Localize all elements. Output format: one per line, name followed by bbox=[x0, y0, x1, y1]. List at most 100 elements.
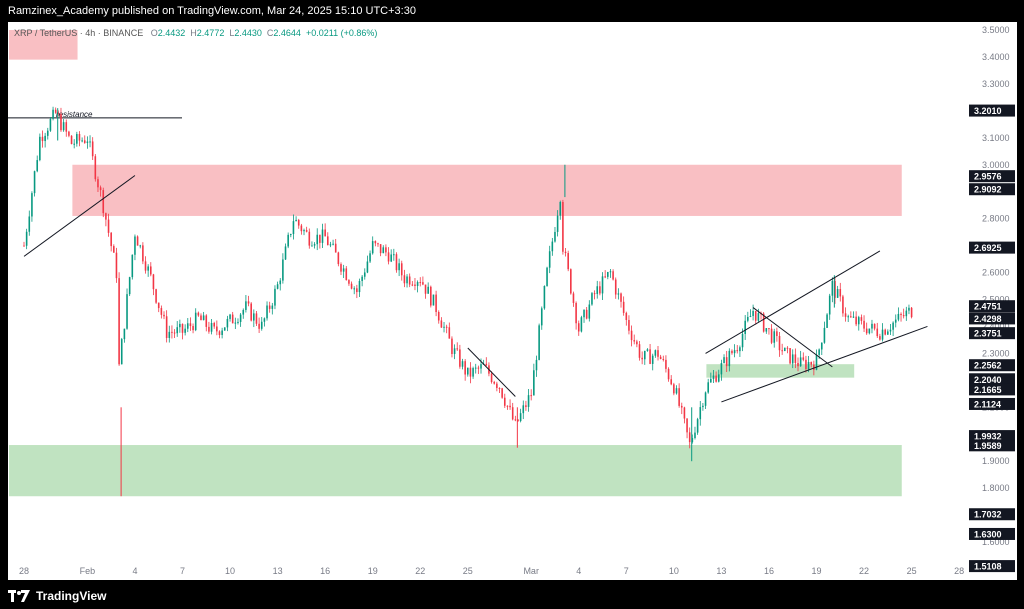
close-label: C bbox=[266, 28, 274, 38]
candle-body bbox=[292, 221, 295, 235]
candle-body bbox=[805, 359, 807, 369]
chart-panel[interactable]: resistance3.50003.40003.30003.20003.1000… bbox=[8, 22, 1017, 580]
candle-body bbox=[617, 293, 620, 295]
candle-body bbox=[221, 330, 223, 335]
candle-body bbox=[305, 230, 308, 232]
candle-body bbox=[120, 339, 123, 365]
candle-body bbox=[126, 294, 128, 329]
candle-body bbox=[403, 275, 406, 284]
candle-body bbox=[430, 286, 432, 306]
x-tick-label: 19 bbox=[811, 566, 821, 576]
candle-body bbox=[815, 354, 818, 370]
candle-body bbox=[186, 323, 189, 329]
candle-body bbox=[673, 384, 675, 394]
price-label-box bbox=[969, 359, 1015, 372]
candle-body bbox=[324, 229, 326, 237]
price-chart[interactable]: resistance3.50003.40003.30003.20003.1000… bbox=[8, 22, 1017, 580]
candle-body bbox=[657, 350, 659, 357]
candle-body bbox=[316, 234, 319, 245]
candle-body bbox=[44, 135, 46, 142]
x-tick-label: 13 bbox=[273, 566, 283, 576]
candle-body bbox=[892, 322, 894, 330]
change-value: +0.0211 (+0.86%) bbox=[305, 28, 378, 38]
candle-body bbox=[699, 407, 702, 420]
candle-body bbox=[313, 244, 316, 246]
candle-body bbox=[70, 135, 73, 144]
candle-body bbox=[902, 315, 905, 317]
candle-body bbox=[546, 267, 548, 286]
candle-body bbox=[287, 234, 289, 247]
candle-body bbox=[638, 344, 641, 358]
candle-body bbox=[23, 245, 25, 247]
x-tick-label: Feb bbox=[80, 566, 96, 576]
candle-body bbox=[562, 201, 564, 252]
candle-body bbox=[144, 261, 147, 271]
candle-body bbox=[416, 282, 419, 286]
candle-body bbox=[311, 245, 313, 247]
candle-body bbox=[31, 193, 33, 217]
candle-body bbox=[694, 432, 696, 439]
x-tick-label: 16 bbox=[764, 566, 774, 576]
candle-body bbox=[633, 340, 636, 342]
price-label-box bbox=[969, 373, 1015, 386]
candle-body bbox=[279, 280, 282, 285]
candle-body bbox=[345, 268, 348, 281]
price-label: 3.2010 bbox=[974, 106, 1002, 116]
candle-body bbox=[210, 323, 213, 332]
y-tick-label: 1.9000 bbox=[982, 456, 1010, 466]
candle-body bbox=[168, 331, 171, 338]
candle-body bbox=[585, 309, 588, 319]
candle-body bbox=[723, 357, 725, 364]
candle-body bbox=[686, 418, 688, 433]
candle-body bbox=[506, 405, 509, 407]
candle-body bbox=[884, 329, 886, 335]
ohlc-legend: XRP / TetherUS · 4h · BINANCE O2.4432 H2… bbox=[14, 28, 377, 38]
candle-body bbox=[654, 350, 657, 356]
candle-body bbox=[496, 383, 498, 388]
candle-body bbox=[643, 350, 646, 360]
candle-body bbox=[860, 317, 863, 321]
candle-body bbox=[353, 288, 356, 290]
price-label-box bbox=[969, 183, 1015, 196]
candle-body bbox=[514, 419, 517, 421]
candle-body bbox=[823, 327, 826, 343]
candle-body bbox=[208, 326, 210, 332]
candle-body bbox=[136, 236, 139, 246]
candle-body bbox=[522, 405, 525, 414]
candle-body bbox=[260, 321, 263, 329]
candle-body bbox=[768, 328, 770, 330]
candle-body bbox=[76, 134, 78, 144]
candle-body bbox=[189, 323, 192, 327]
candle-body bbox=[128, 277, 131, 295]
candle-body bbox=[776, 331, 778, 337]
price-label: 2.9576 bbox=[974, 172, 1002, 182]
y-tick-label: 2.6000 bbox=[982, 268, 1010, 278]
candle-body bbox=[551, 241, 554, 252]
candle-body bbox=[857, 317, 860, 325]
x-tick-label: 16 bbox=[320, 566, 330, 576]
candle-body bbox=[873, 323, 876, 329]
candle-body bbox=[200, 315, 202, 321]
candle-body bbox=[242, 309, 245, 315]
candle-body bbox=[350, 283, 353, 289]
y-tick-label: 1.8000 bbox=[982, 483, 1010, 493]
candle-body bbox=[218, 331, 221, 335]
price-label: 2.2562 bbox=[974, 361, 1002, 371]
candle-body bbox=[607, 272, 609, 277]
candle-body bbox=[770, 328, 773, 343]
candle-body bbox=[113, 246, 115, 253]
candle-body bbox=[485, 363, 488, 366]
supply-zone-0 bbox=[9, 30, 78, 60]
candle-body bbox=[226, 318, 229, 328]
candle-body bbox=[202, 315, 205, 321]
candle-body bbox=[636, 341, 638, 345]
x-tick-label: 7 bbox=[624, 566, 629, 576]
price-label: 1.5108 bbox=[974, 562, 1002, 572]
candle-body bbox=[894, 319, 897, 323]
candle-body bbox=[176, 327, 179, 334]
candle-body bbox=[527, 395, 530, 407]
candle-body bbox=[831, 281, 834, 296]
candle-body bbox=[290, 234, 292, 236]
x-tick-label: 19 bbox=[368, 566, 378, 576]
x-tick-label: 4 bbox=[132, 566, 137, 576]
